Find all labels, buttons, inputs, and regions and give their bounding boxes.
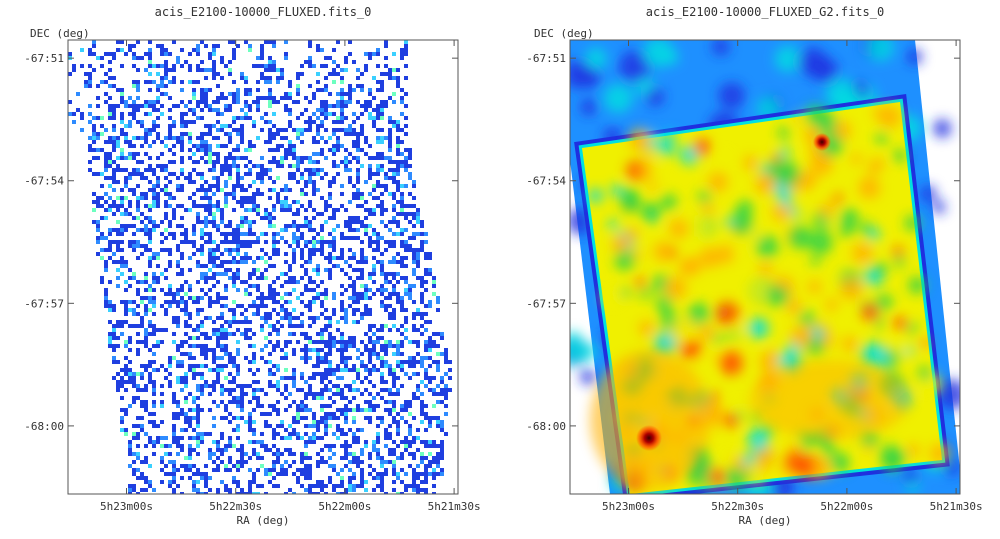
bright-source xyxy=(636,425,662,451)
axis-ticks: 5h23m00s 5h22m30s 5h22m00s 5h21m30s -67:51 -6… xyxy=(526,40,983,513)
panel-title: acis_E2100-10000_FLUXED_G2.fits_0 xyxy=(646,5,884,19)
flux-pixel-layer xyxy=(68,40,452,494)
x-tick-label: 5h23m00s xyxy=(602,500,655,513)
y-tick-label: -67:51 xyxy=(526,52,566,65)
x-tick-label: 5h23m00s xyxy=(100,500,153,513)
x-tick-label: 5h22m30s xyxy=(209,500,262,513)
x-axis-label: RA (deg) xyxy=(237,514,290,527)
y-tick-label: -67:51 xyxy=(24,52,64,65)
y-tick-label: -68:00 xyxy=(24,420,64,433)
panel-title: acis_E2100-10000_FLUXED.fits_0 xyxy=(155,5,372,19)
x-axis-label: RA (deg) xyxy=(739,514,792,527)
panel-fluxed: acis_E2100-10000_FLUXED.fits_0 DEC (deg)… xyxy=(24,5,480,527)
axis-ticks: 5h23m00s 5h22m30s 5h22m00s 5h21m30s -67:51 -6… xyxy=(24,40,481,513)
y-tick-label: -67:54 xyxy=(526,175,566,188)
bright-source xyxy=(813,133,831,151)
x-tick-label: 5h22m30s xyxy=(711,500,764,513)
panel-fluxed-g2: acis_E2100-10000_FLUXED_G2.fits_0 DEC (d… xyxy=(526,5,982,527)
x-tick-label: 5h22m00s xyxy=(820,500,873,513)
x-tick-label: 5h21m30s xyxy=(428,500,481,513)
y-tick-label: -67:57 xyxy=(526,297,566,310)
y-tick-label: -68:00 xyxy=(526,420,566,433)
x-tick-label: 5h21m30s xyxy=(930,500,983,513)
x-tick-label: 5h22m00s xyxy=(318,500,371,513)
y-axis-label: DEC (deg) xyxy=(534,27,594,40)
y-tick-label: -67:54 xyxy=(24,175,64,188)
y-axis-label: DEC (deg) xyxy=(30,27,90,40)
smoothed-flux-image xyxy=(570,40,960,494)
y-tick-label: -67:57 xyxy=(24,297,64,310)
